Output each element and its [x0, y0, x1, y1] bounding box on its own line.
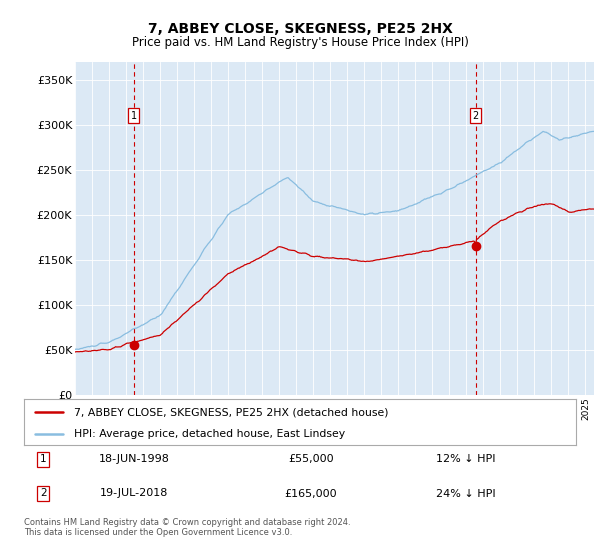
Text: 7, ABBEY CLOSE, SKEGNESS, PE25 2HX (detached house): 7, ABBEY CLOSE, SKEGNESS, PE25 2HX (deta…: [74, 407, 388, 417]
Text: 1: 1: [131, 111, 137, 120]
Text: £165,000: £165,000: [285, 488, 337, 498]
Text: 19-JUL-2018: 19-JUL-2018: [100, 488, 169, 498]
Text: Price paid vs. HM Land Registry's House Price Index (HPI): Price paid vs. HM Land Registry's House …: [131, 36, 469, 49]
Text: 2: 2: [40, 488, 47, 498]
Text: 2: 2: [472, 111, 479, 120]
Text: HPI: Average price, detached house, East Lindsey: HPI: Average price, detached house, East…: [74, 429, 345, 438]
Text: Contains HM Land Registry data © Crown copyright and database right 2024.
This d: Contains HM Land Registry data © Crown c…: [24, 518, 350, 538]
Text: 12% ↓ HPI: 12% ↓ HPI: [436, 454, 496, 464]
Text: 1: 1: [40, 454, 47, 464]
Text: 18-JUN-1998: 18-JUN-1998: [99, 454, 170, 464]
Text: 7, ABBEY CLOSE, SKEGNESS, PE25 2HX: 7, ABBEY CLOSE, SKEGNESS, PE25 2HX: [148, 22, 452, 36]
Text: 24% ↓ HPI: 24% ↓ HPI: [436, 488, 496, 498]
Text: £55,000: £55,000: [288, 454, 334, 464]
